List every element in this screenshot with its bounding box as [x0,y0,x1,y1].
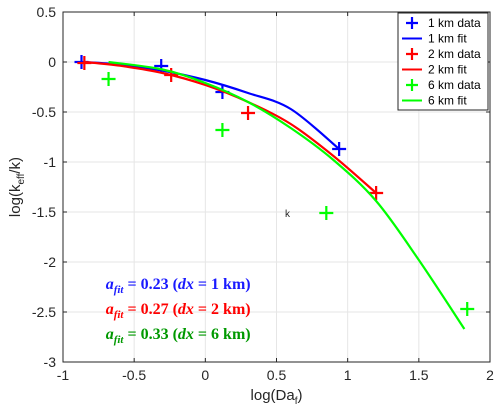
y-tick-label: -0.5 [32,104,56,120]
data-point-1-km-data [332,142,347,156]
legend-label-2-km-data: 2 km data [428,47,481,61]
annotation-part: dx [178,301,194,318]
legend-label-1-km-data: 1 km data [428,16,481,30]
x-tick-label: 0 [201,367,209,383]
x-tick-label: 0.5 [267,367,287,383]
x-axis-label-main: log(Da [251,387,296,404]
legend-label-1-km-fit: 1 km fit [428,32,467,46]
fit-annotation-1: afit = 0.23 (dx = 1 km) [106,276,251,296]
fit-annotation-3: afit = 0.33 (dx = 6 km) [106,326,251,346]
legend-label-6-km-data: 6 km data [428,78,481,92]
y-tick-label: -3 [44,354,57,370]
x-axis-label-close: ) [297,387,302,404]
data-point-6-km-data [460,302,475,316]
annotation-part: dx [178,326,194,343]
annotation-part: fit [114,284,125,296]
y-tick-label: -1 [44,154,57,170]
y-tick-label: -2 [44,254,57,270]
y-tick-label: -2.5 [32,304,56,320]
x-axis-label: log(Daf) [251,387,303,407]
y-axis-label: log(keff/k) [7,157,27,217]
annotation-part: = 0.23 ( [123,276,177,293]
x-tick-label: -1 [57,367,70,383]
annotation-part: a [106,276,114,293]
ticks: -1 -0.5 0 0.5 1 1.5 2 -3 -2.5 -2 -1.5 -1 -0.5 0 0.5 [32,4,494,383]
x-tick-label: -0.5 [122,367,146,383]
legend-swatch-6-km-data [406,79,418,91]
annotation-part: a [106,301,114,318]
annotation-part: = 0.33 ( [123,326,177,343]
y-axis-label-sub: eff [16,173,27,184]
fit-line-6-km-fit [108,60,466,330]
data-point-6-km-data [101,72,116,86]
annotation-part: = 0.27 ( [123,301,177,318]
x-axis-label-sub: f [295,396,298,407]
y-axis-label-main: log(k [7,184,24,217]
y-tick-label: 0 [48,54,56,70]
annotation-part: = 6 km) [194,326,251,343]
annotation-part: a [106,326,114,343]
stray-label-k: k [285,209,291,220]
fit-annotations: afit = 0.23 (dx = 1 km)afit = 0.27 (dx =… [106,276,251,346]
data-point-6-km-data [215,123,230,137]
y-tick-label: -1.5 [32,204,56,220]
legend-label-2-km-fit: 2 km fit [428,63,467,77]
annotation-part: dx [178,276,194,293]
y-axis-label-close: /k) [7,157,24,174]
legend-box [397,12,489,111]
data-point-2-km-data [241,106,256,120]
fit-annotation-2: afit = 0.27 (dx = 2 km) [106,301,251,321]
y-tick-label: 0.5 [37,4,57,20]
annotation-part: fit [114,309,125,321]
annotation-part: fit [114,334,125,346]
legend-swatch-1-km-data [406,17,418,29]
x-tick-label: 1.5 [409,367,429,383]
annotation-part: = 2 km) [194,301,251,318]
x-tick-label: 1 [344,367,352,383]
legend-swatch-2-km-data [406,48,418,60]
x-tick-label: 2 [486,367,494,383]
legend-label-6-km-fit: 6 km fit [428,94,467,108]
annotation-part: = 1 km) [194,276,251,293]
series-layer [74,55,475,330]
data-point-6-km-data [319,206,334,220]
